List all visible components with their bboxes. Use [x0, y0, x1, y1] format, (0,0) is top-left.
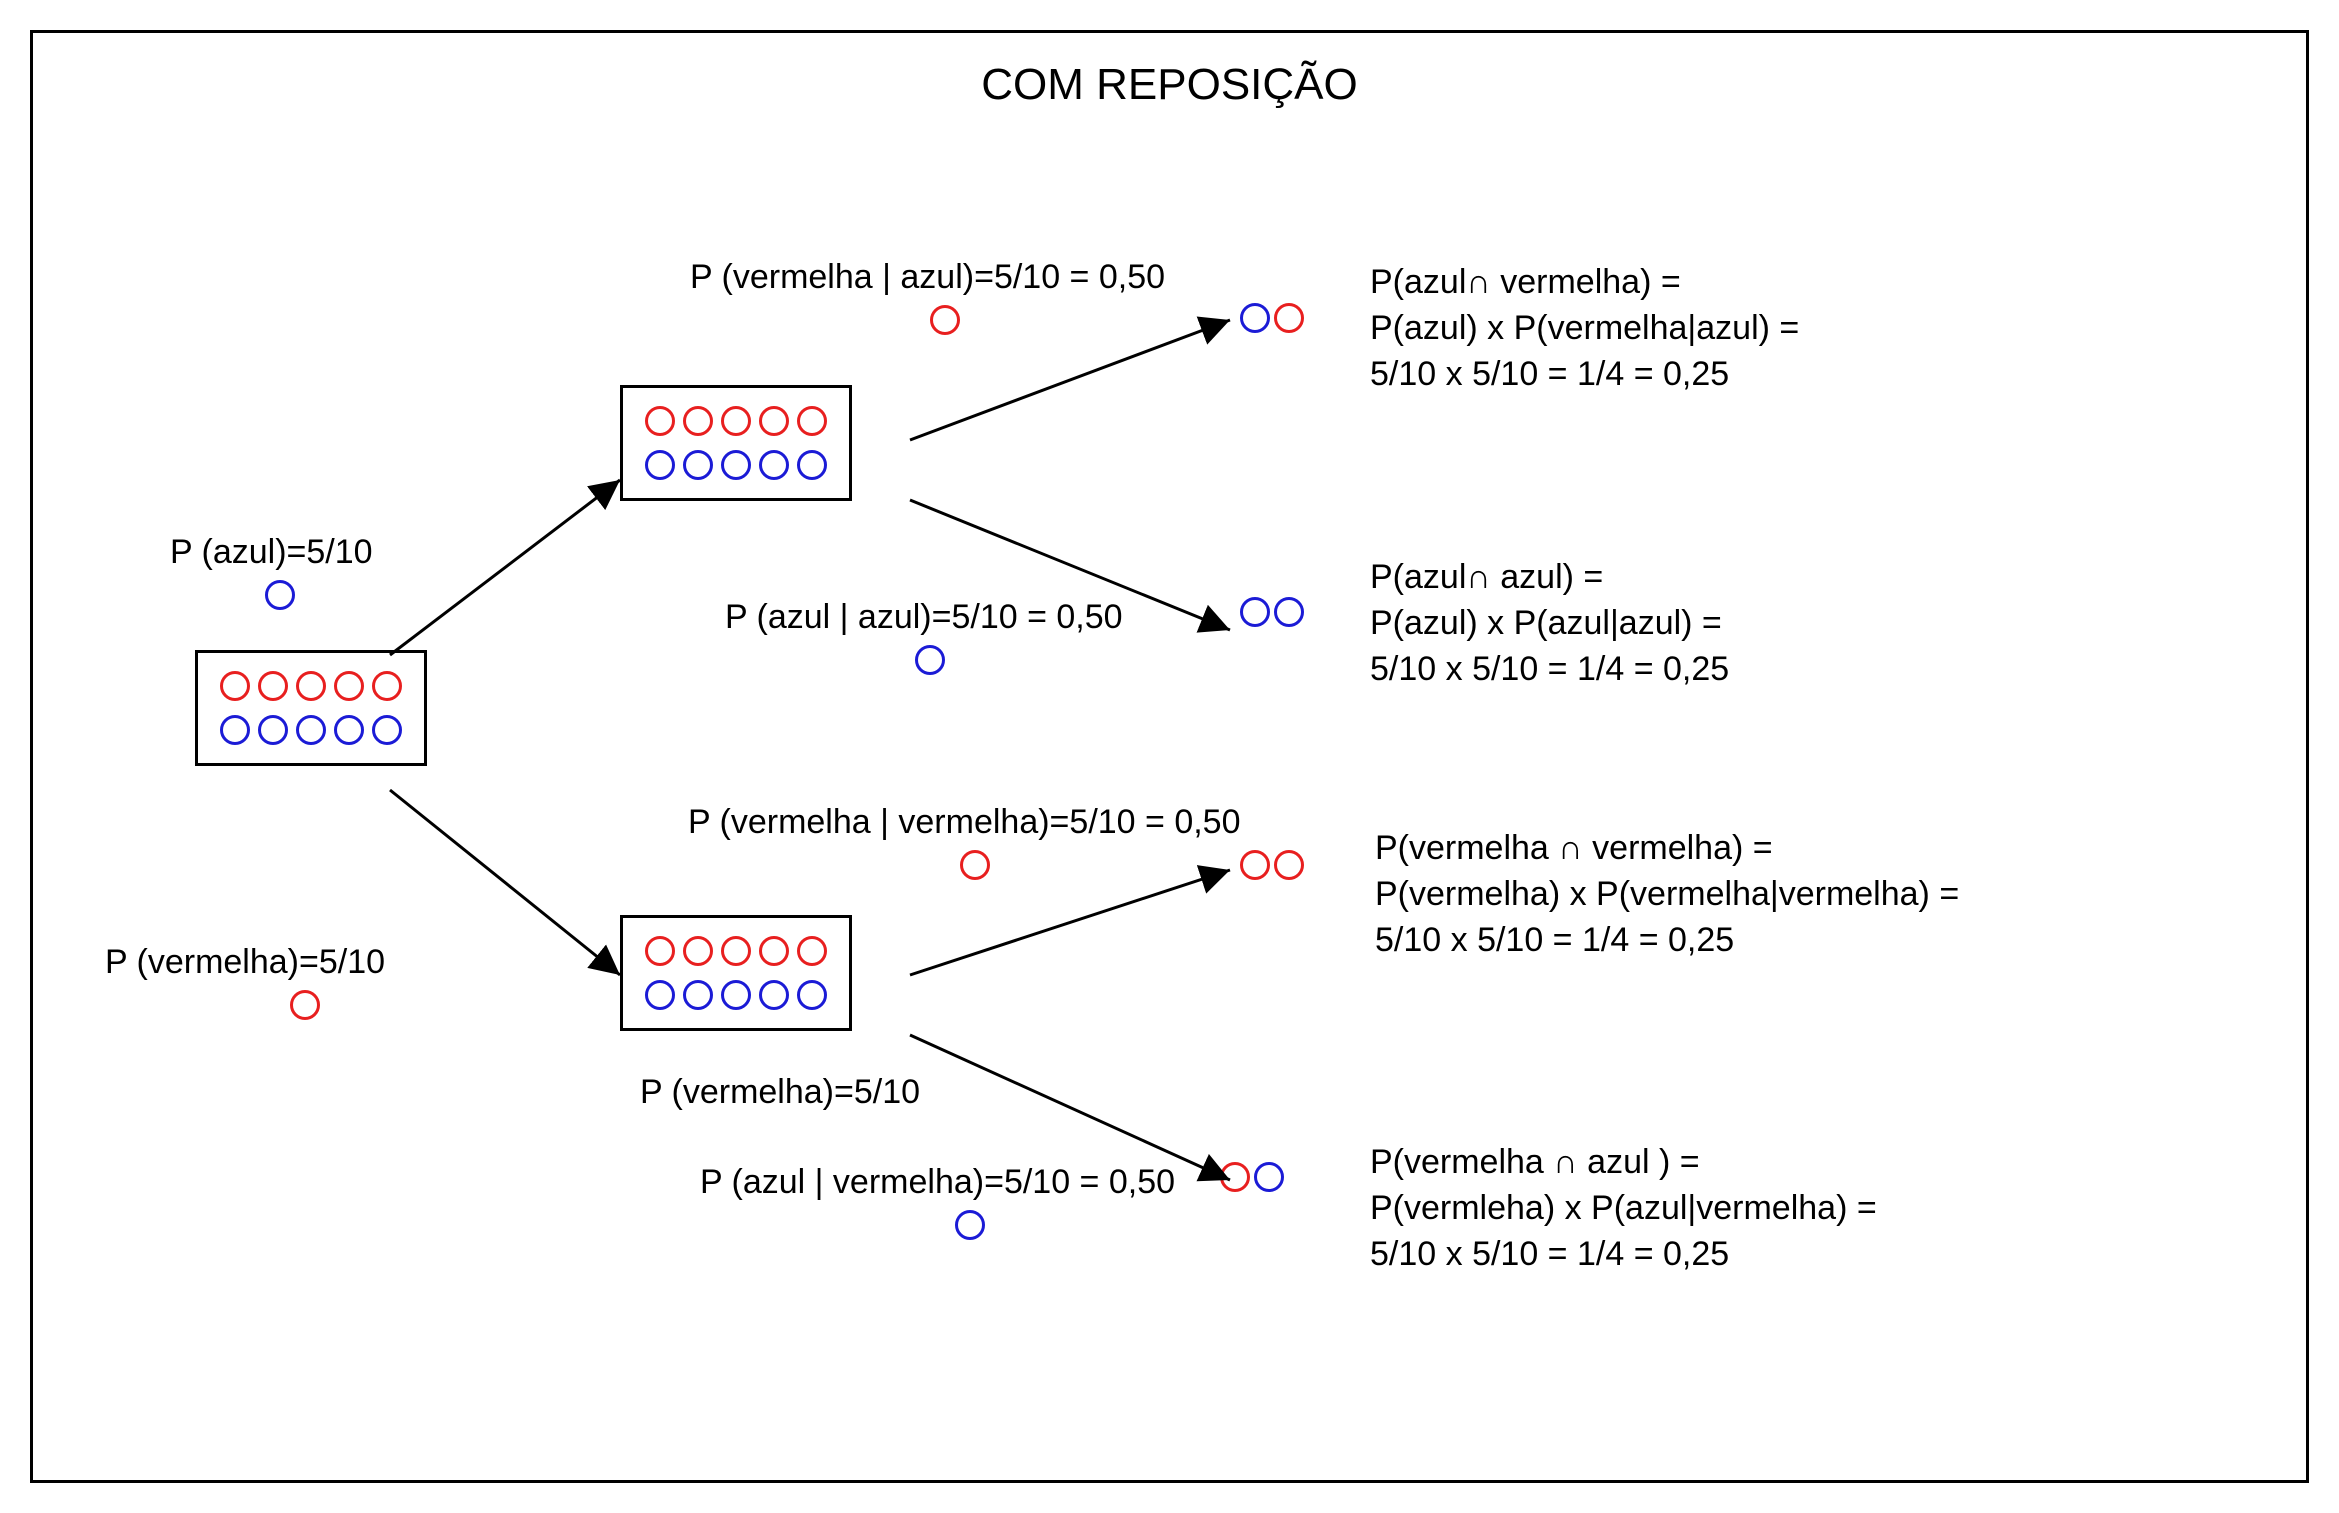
circle-icon	[258, 715, 288, 745]
outcome-pair-1	[1240, 303, 1304, 333]
label-cond-bottom-azul: P (azul | vermelha)=5/10 = 0,50	[700, 1160, 1175, 1204]
circle-icon	[930, 305, 960, 335]
circle-icon	[797, 936, 827, 966]
ball-cond-top-vermelha	[930, 305, 960, 340]
circle-icon	[645, 450, 675, 480]
circle-icon	[372, 671, 402, 701]
circle-icon	[915, 645, 945, 675]
circle-icon	[645, 406, 675, 436]
circle-icon	[645, 980, 675, 1010]
circle-icon	[1240, 597, 1270, 627]
circle-icon	[721, 450, 751, 480]
ball-cond-bottom-vermelha	[960, 850, 990, 885]
result-2: P(azul∩ azul) = P(azul) x P(azul|azul) =…	[1370, 555, 1729, 693]
ball-cond-top-azul	[915, 645, 945, 680]
label-cond-top-azul: P (azul | azul)=5/10 = 0,50	[725, 595, 1123, 639]
label-urn-bottom: P (vermelha)=5/10	[640, 1070, 920, 1114]
diagram-title: COM REPOSIÇÃO	[981, 60, 1358, 110]
label-p-azul: P (azul)=5/10	[170, 530, 373, 574]
circle-icon	[265, 580, 295, 610]
circle-icon	[1274, 303, 1304, 333]
circle-icon	[1254, 1162, 1284, 1192]
circle-icon	[258, 671, 288, 701]
circle-icon	[1274, 850, 1304, 880]
circle-icon	[759, 450, 789, 480]
circle-icon	[1240, 303, 1270, 333]
circle-icon	[1220, 1162, 1250, 1192]
result-3: P(vermelha ∩ vermelha) = P(vermelha) x P…	[1375, 826, 1959, 964]
urn-top	[620, 385, 852, 501]
circle-icon	[334, 715, 364, 745]
circle-icon	[797, 980, 827, 1010]
label-cond-bottom-vermelha: P (vermelha | vermelha)=5/10 = 0,50	[688, 800, 1241, 844]
result-4: P(vermelha ∩ azul ) = P(vermleha) x P(az…	[1370, 1140, 1877, 1278]
circle-icon	[721, 406, 751, 436]
urn-row-blue	[645, 980, 827, 1010]
urn-row-red	[220, 671, 402, 701]
circle-icon	[220, 715, 250, 745]
circle-icon	[683, 936, 713, 966]
circle-icon	[372, 715, 402, 745]
circle-icon	[296, 671, 326, 701]
circle-icon	[296, 715, 326, 745]
outcome-pair-4	[1220, 1162, 1284, 1192]
urn-bottom	[620, 915, 852, 1031]
circle-icon	[334, 671, 364, 701]
circle-icon	[759, 980, 789, 1010]
circle-icon	[683, 406, 713, 436]
urn-row-blue	[645, 450, 827, 480]
label-p-vermelha: P (vermelha)=5/10	[105, 940, 385, 984]
outcome-pair-2	[1240, 597, 1304, 627]
ball-cond-bottom-azul	[955, 1210, 985, 1245]
circle-icon	[1240, 850, 1270, 880]
urn-initial	[195, 650, 427, 766]
circle-icon	[645, 936, 675, 966]
diagram-frame: COM REPOSIÇÃO P (azul)=5/10 P (vermelha)…	[0, 0, 2339, 1513]
circle-icon	[683, 980, 713, 1010]
circle-icon	[220, 671, 250, 701]
urn-row-blue	[220, 715, 402, 745]
circle-icon	[721, 936, 751, 966]
ball-azul-initial	[265, 580, 295, 615]
circle-icon	[797, 406, 827, 436]
result-1: P(azul∩ vermelha) = P(azul) x P(vermelha…	[1370, 260, 1799, 398]
urn-row-red	[645, 936, 827, 966]
circle-icon	[955, 1210, 985, 1240]
circle-icon	[290, 990, 320, 1020]
outcome-pair-3	[1240, 850, 1304, 880]
circle-icon	[797, 450, 827, 480]
urn-row-red	[645, 406, 827, 436]
ball-vermelha-initial	[290, 990, 320, 1025]
circle-icon	[759, 406, 789, 436]
circle-icon	[683, 450, 713, 480]
circle-icon	[960, 850, 990, 880]
circle-icon	[759, 936, 789, 966]
circle-icon	[1274, 597, 1304, 627]
circle-icon	[721, 980, 751, 1010]
label-cond-top-vermelha: P (vermelha | azul)=5/10 = 0,50	[690, 255, 1165, 299]
